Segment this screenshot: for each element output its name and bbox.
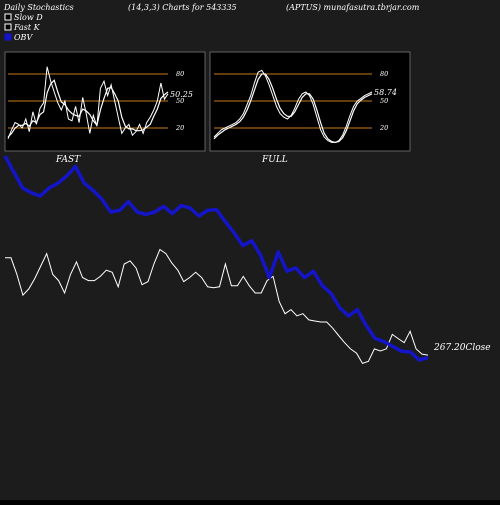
- fast-y-tick-50: 50: [176, 97, 184, 105]
- chart-symbol-site: (APTUS) munafasutra.tbrjar.com: [286, 3, 420, 12]
- fast-stochastic-panel: FAST 80 50 20 50.25: [4, 51, 206, 165]
- fast-y-tick-80: 80: [176, 70, 184, 78]
- fast-last-value: 50.25: [170, 90, 193, 99]
- full-y-tick-50: 50: [380, 97, 388, 105]
- fast-panel-title: FAST: [55, 155, 81, 165]
- legend-obv-label: OBV: [14, 33, 33, 42]
- legend-slow-d-swatch: [4, 13, 12, 21]
- price-obv-plot: [3, 155, 429, 365]
- legend-slow-d-label: Slow D: [14, 13, 43, 22]
- fast-y-tick-20: 20: [175, 124, 184, 132]
- full-line-fast-k: [213, 69, 373, 143]
- close-price-label: 267.20Close: [433, 343, 491, 353]
- full-stochastic-panel: FULL 80 50 20 58.74: [209, 51, 411, 165]
- chart-title: Daily Stochastics: [3, 3, 74, 12]
- legend-obv-swatch: [4, 33, 12, 41]
- full-last-value: 58.74: [374, 88, 397, 97]
- obv-line: [3, 155, 429, 362]
- legend-fast-k-label: Fast K: [13, 23, 41, 32]
- chart-params: (14,3,3) Charts for 543335: [128, 3, 237, 12]
- full-panel-title: FULL: [261, 155, 288, 165]
- legend-fast-k-swatch: [4, 23, 12, 31]
- fast-line-slow-d: [7, 79, 169, 138]
- full-y-tick-20: 20: [379, 124, 388, 132]
- full-y-tick-80: 80: [380, 70, 388, 78]
- full-line-slow-d: [213, 73, 373, 144]
- fast-line-fast-k: [7, 66, 169, 139]
- close-price-line: [5, 248, 429, 365]
